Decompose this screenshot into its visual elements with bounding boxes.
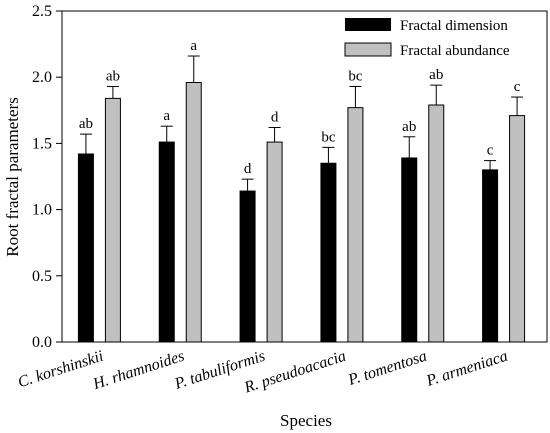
plot-area: 0.0 0.5 1.0 1.5 2.0 2.5 ab ab C. korshinskii a a H.… (16, 3, 548, 397)
legend-label-fractal-dimension: Fractal dimension (400, 18, 508, 34)
y-tick-label: 2.0 (32, 69, 52, 86)
y-axis-title: Root fractal parameters (3, 97, 22, 257)
legend: Fractal dimension Fractal abundance (344, 18, 510, 59)
significance-label: c (514, 79, 521, 95)
y-tick-label: 1.0 (32, 202, 52, 219)
significance-label: bc (321, 129, 336, 145)
bar (347, 107, 364, 343)
bar (185, 81, 202, 343)
bar (320, 162, 337, 343)
significance-label: ab (402, 119, 416, 135)
bar (401, 157, 418, 343)
bar (482, 169, 499, 343)
legend-swatch-fractal-abundance (344, 42, 392, 57)
y-tick-label: 0.0 (32, 334, 52, 351)
bar (239, 190, 256, 343)
legend-label-fractal-abundance: Fractal abundance (400, 43, 510, 59)
significance-label: d (244, 161, 252, 177)
significance-label: ab (106, 68, 120, 84)
legend-swatch-fractal-dimension (345, 18, 391, 31)
significance-label: bc (348, 68, 363, 84)
significance-label: a (190, 38, 197, 54)
significance-label: c (487, 143, 494, 159)
x-axis-title: Species (280, 411, 332, 430)
significance-label: ab (79, 116, 93, 132)
significance-label: d (271, 110, 279, 126)
bar (428, 104, 445, 343)
x-tick-label: H. rhamnoides (90, 348, 186, 394)
y-tick-label: 1.5 (32, 135, 52, 152)
bar (158, 141, 175, 343)
bar (509, 115, 526, 343)
x-tick-label: P. tomentosa (345, 348, 429, 390)
bar (104, 97, 121, 343)
significance-label: ab (429, 67, 443, 83)
y-tick-label: 0.5 (32, 268, 52, 285)
x-tick-label: C. korshinskii (16, 348, 106, 392)
bar (77, 153, 94, 343)
y-tick-label: 2.5 (32, 3, 52, 20)
plot-frame (61, 10, 548, 343)
x-tick-label: P. armeniaca (424, 348, 510, 390)
bar (266, 141, 283, 343)
significance-label: a (163, 108, 170, 124)
